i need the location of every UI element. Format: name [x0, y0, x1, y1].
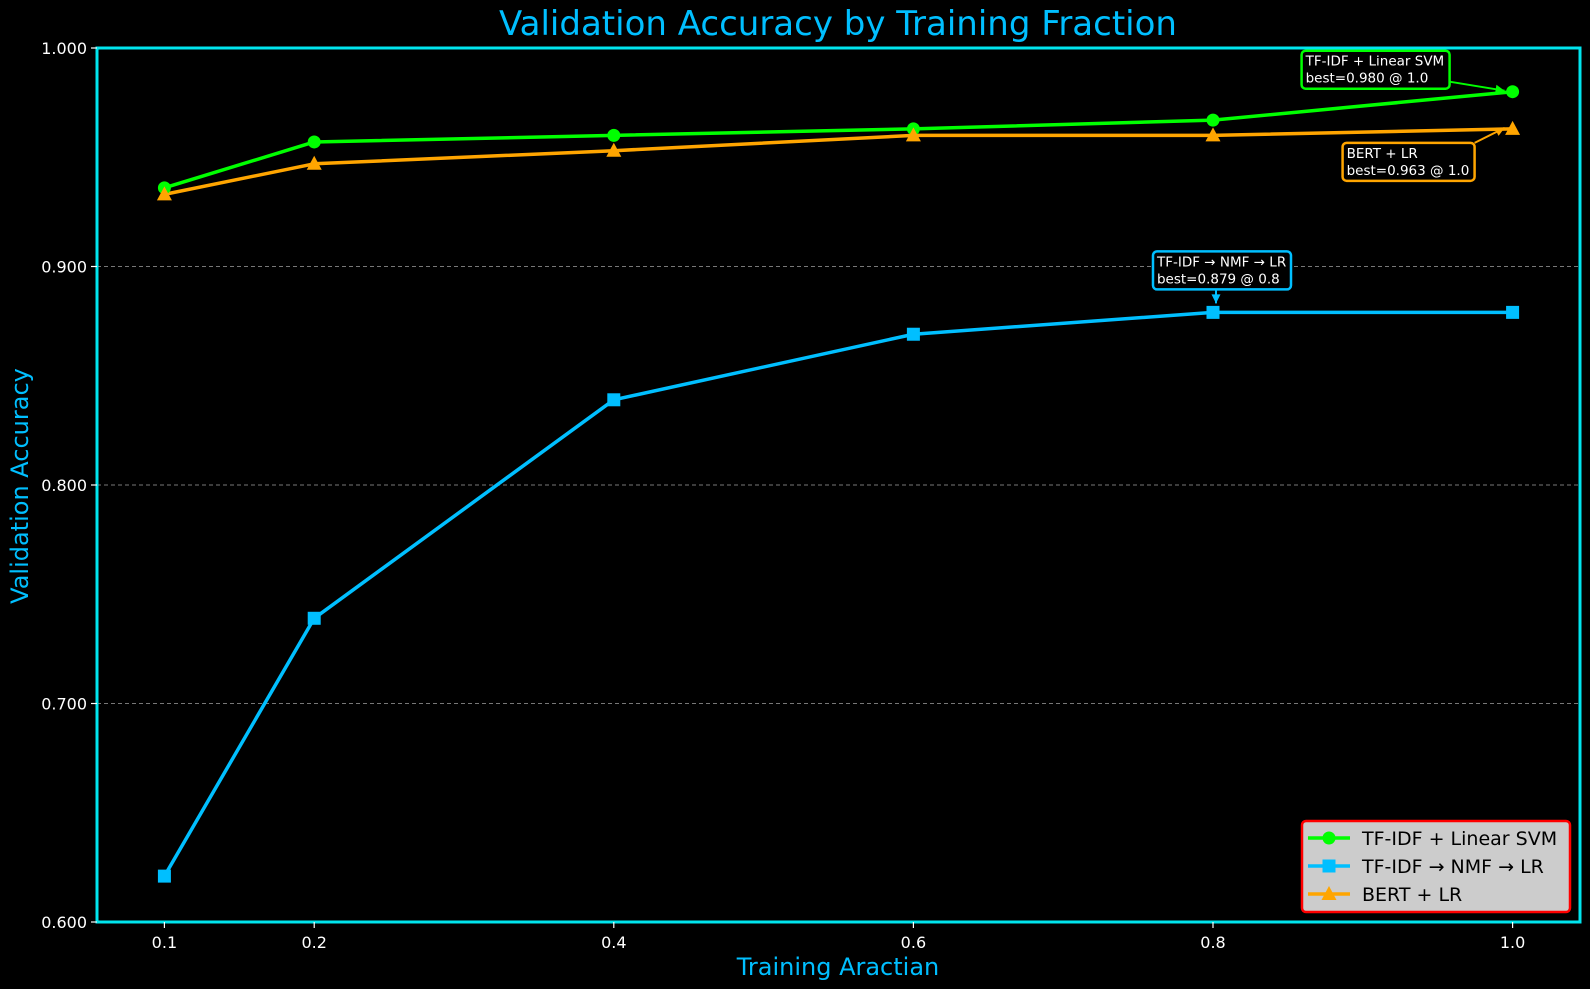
annotation-label: BERT + LR — [1347, 146, 1418, 162]
axis-ticks: 0.1 0.2 0.4 0.6 0.8 1.0 0.600 0.700 0.800 0.900 1.… — [41, 39, 1525, 952]
annotation-arrowhead — [1494, 84, 1505, 94]
legend-label: TF-IDF → NMF → LR — [1361, 856, 1544, 878]
data-point — [157, 869, 171, 883]
series-markers — [156, 85, 1521, 883]
annotation-arrowhead — [1494, 127, 1505, 136]
data-point — [1506, 85, 1520, 99]
y-tick-label: 1.000 — [41, 39, 87, 58]
chart-title: Validation Accuracy by Training Fraction — [499, 4, 1177, 44]
x-tick-label: 0.1 — [152, 933, 177, 952]
legend-swatch-marker — [1322, 859, 1336, 873]
x-tick-label: 0.6 — [901, 933, 926, 952]
annotation-value: best=0.980 @ 1.0 — [1306, 71, 1429, 87]
annotation-value: best=0.963 @ 1.0 — [1347, 163, 1470, 179]
data-point — [306, 155, 322, 170]
x-tick-label: 1.0 — [1500, 933, 1525, 952]
x-tick-label: 0.2 — [301, 933, 326, 952]
legend-box — [1300, 819, 1572, 914]
x-axis-label: Training Aractian — [736, 953, 940, 981]
data-point — [607, 128, 621, 142]
data-point — [1506, 305, 1520, 319]
annotation-box — [1341, 141, 1476, 183]
annotation-label: TF-IDF + Linear SVM — [1305, 54, 1445, 70]
y-axis-label: Validation Accuracy — [6, 368, 34, 604]
series-line-1 — [162, 310, 1513, 877]
annotation-arrow — [1449, 80, 1505, 92]
y-tick-label: 0.800 — [41, 476, 87, 495]
data-point — [906, 327, 920, 341]
legend-label: BERT + LR — [1362, 884, 1462, 906]
data-point — [1206, 305, 1220, 319]
series-line-2 — [164, 127, 1513, 197]
data-point — [307, 135, 321, 149]
grid-lines — [97, 266, 1580, 704]
annotation-box — [1151, 250, 1293, 291]
data-point — [905, 127, 921, 142]
legend: TF-IDF + Linear SVM TF-IDF → NMF → LR BERT… — [1300, 819, 1572, 914]
data-point — [607, 393, 621, 407]
data-point — [606, 142, 622, 157]
data-point — [1505, 120, 1521, 135]
y-tick-label: 0.600 — [41, 913, 87, 932]
legend-swatch-marker — [1321, 886, 1337, 900]
y-tick-label: 0.900 — [41, 258, 87, 277]
x-tick-label: 0.4 — [601, 933, 626, 952]
x-tick-label: 0.8 — [1200, 933, 1225, 952]
annotation-label: TF-IDF → NMF → LR — [1156, 254, 1286, 270]
data-point — [307, 611, 321, 625]
annotation-arrowhead — [1211, 294, 1221, 304]
annotation-box — [1300, 49, 1451, 90]
series-line-0 — [163, 89, 1513, 190]
y-tick-label: 0.700 — [41, 695, 87, 714]
legend-label: TF-IDF + Linear SVM — [1361, 828, 1557, 850]
data-point — [1206, 113, 1220, 127]
legend-swatch-marker — [1322, 831, 1336, 845]
series-lines — [162, 89, 1513, 877]
data-point — [156, 186, 172, 201]
data-point — [1205, 127, 1221, 142]
annotation-value: best=0.879 @ 0.8 — [1157, 271, 1280, 287]
